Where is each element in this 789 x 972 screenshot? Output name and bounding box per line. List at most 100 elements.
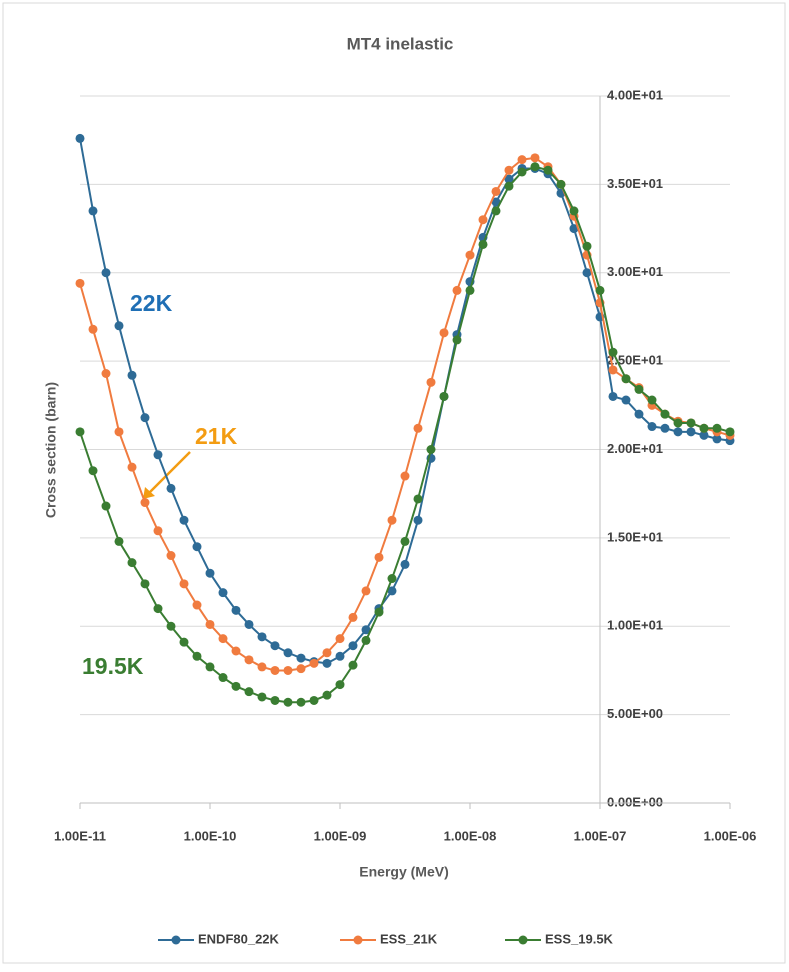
marker: [712, 434, 722, 444]
y-tick-label: 4.00E+01: [607, 87, 663, 102]
marker: [283, 697, 293, 707]
marker: [231, 646, 241, 656]
marker: [309, 695, 319, 705]
marker: [543, 165, 553, 175]
marker: [205, 568, 215, 578]
marker: [140, 579, 150, 589]
marker: [491, 206, 501, 216]
marker: [166, 621, 176, 631]
marker: [699, 423, 709, 433]
marker: [127, 370, 137, 380]
marker: [530, 153, 540, 163]
marker: [322, 690, 332, 700]
marker: [179, 637, 189, 647]
marker: [348, 660, 358, 670]
marker: [335, 651, 345, 661]
marker: [634, 384, 644, 394]
marker: [608, 347, 618, 357]
marker: [231, 681, 241, 691]
x-tick-label: 1.00E-11: [54, 828, 106, 843]
marker: [426, 377, 436, 387]
marker: [296, 653, 306, 663]
marker: [127, 558, 137, 568]
marker: [335, 680, 345, 690]
marker: [530, 162, 540, 172]
marker: [491, 197, 501, 207]
marker: [504, 181, 514, 191]
marker: [725, 427, 735, 437]
marker: [465, 250, 475, 260]
legend-label: ENDF80_22K: [198, 931, 280, 946]
marker: [335, 634, 345, 644]
marker: [647, 395, 657, 405]
marker: [478, 239, 488, 249]
marker: [413, 515, 423, 525]
marker: [517, 155, 527, 165]
marker: [88, 324, 98, 334]
marker: [283, 648, 293, 658]
marker: [647, 422, 657, 432]
marker: [582, 241, 592, 251]
marker: [153, 526, 163, 536]
marker: [660, 409, 670, 419]
marker: [140, 413, 150, 423]
marker: [400, 471, 410, 481]
x-tick-label: 1.00E-09: [314, 828, 367, 843]
x-tick-label: 1.00E-07: [574, 828, 627, 843]
marker: [387, 515, 397, 525]
marker: [75, 133, 85, 143]
marker: [374, 552, 384, 562]
marker: [491, 186, 501, 196]
marker: [582, 268, 592, 278]
marker: [218, 673, 228, 683]
marker: [101, 501, 111, 511]
marker: [712, 423, 722, 433]
marker: [192, 542, 202, 552]
marker: [569, 224, 579, 234]
marker: [348, 641, 358, 651]
marker: [257, 692, 267, 702]
marker: [439, 391, 449, 401]
marker: [686, 418, 696, 428]
marker: [88, 206, 98, 216]
legend-label: ESS_19.5K: [545, 931, 614, 946]
marker: [309, 658, 319, 668]
marker: [478, 215, 488, 225]
marker: [231, 605, 241, 615]
y-axis-label: Cross section (barn): [43, 382, 59, 518]
marker: [400, 559, 410, 569]
y-tick-label: 1.50E+01: [607, 529, 663, 544]
marker: [270, 665, 280, 675]
marker: [361, 586, 371, 596]
marker: [296, 697, 306, 707]
y-tick-label: 3.00E+01: [607, 264, 663, 279]
marker: [114, 536, 124, 546]
marker: [569, 206, 579, 216]
marker: [179, 579, 189, 589]
legend-marker: [518, 935, 528, 945]
marker: [504, 165, 514, 175]
y-tick-label: 0.00E+00: [607, 794, 663, 809]
y-tick-label: 5.00E+00: [607, 706, 663, 721]
marker: [465, 285, 475, 295]
marker: [205, 619, 215, 629]
marker: [140, 498, 150, 508]
marker: [322, 648, 332, 658]
marker: [192, 651, 202, 661]
legend-marker: [353, 935, 363, 945]
marker: [595, 285, 605, 295]
marker: [387, 574, 397, 584]
marker: [608, 365, 618, 375]
marker: [699, 430, 709, 440]
y-tick-label: 2.00E+01: [607, 441, 663, 456]
marker: [634, 409, 644, 419]
marker: [101, 268, 111, 278]
marker: [621, 395, 631, 405]
x-tick-label: 1.00E-08: [444, 828, 497, 843]
marker: [244, 619, 254, 629]
legend-label: ESS_21K: [380, 931, 438, 946]
marker: [556, 179, 566, 189]
annotation: 21K: [195, 423, 238, 449]
marker: [218, 634, 228, 644]
